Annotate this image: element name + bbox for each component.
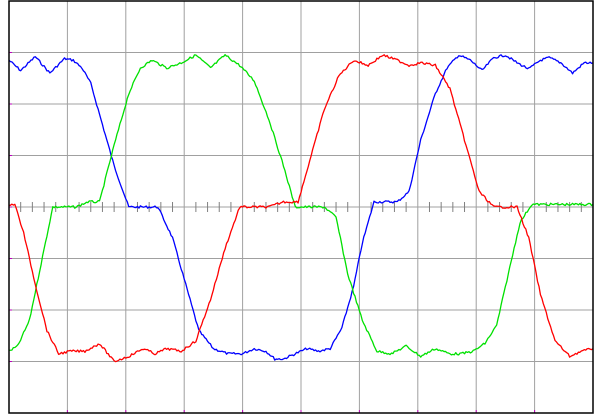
grid-layer: [9, 1, 593, 413]
series-layer: [8, 54, 594, 363]
series-line-2: [8, 54, 594, 358]
series-line-1: [8, 54, 594, 361]
series-line-3: [8, 54, 594, 363]
plot-frame: [8, 0, 594, 414]
